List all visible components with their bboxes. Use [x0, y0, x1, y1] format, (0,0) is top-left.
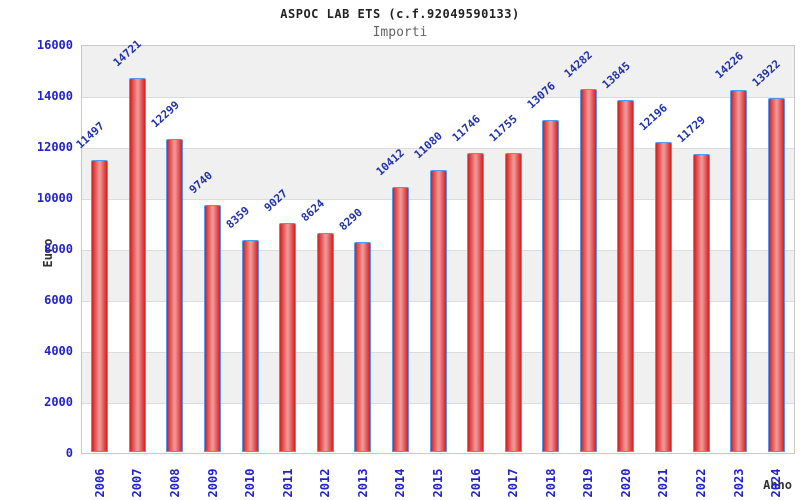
gridline — [82, 97, 794, 98]
y-tick-label: 16000 — [36, 38, 73, 52]
x-tick-label: 2018 — [543, 468, 558, 498]
x-axis-label: Anno — [763, 478, 792, 492]
x-tick-label: 2015 — [431, 468, 445, 498]
x-tick-label: 2006 — [92, 468, 107, 498]
x-tick-label: 2009 — [205, 468, 220, 498]
x-tick-label: 2017 — [506, 468, 521, 498]
bar — [767, 97, 785, 452]
y-tick-label: 4000 — [44, 344, 73, 358]
bar — [429, 170, 447, 452]
bar — [579, 88, 597, 452]
y-tick-label: 8000 — [44, 242, 73, 256]
plot-area — [81, 45, 795, 454]
bar — [354, 241, 372, 452]
bar — [316, 233, 334, 452]
x-tick-label: 2019 — [581, 468, 596, 498]
y-tick-label: 14000 — [36, 89, 73, 103]
bar — [654, 142, 672, 452]
x-tick-label: 2024 — [769, 468, 784, 498]
plot-band — [82, 46, 794, 97]
y-tick-label: 10000 — [36, 191, 73, 205]
bar — [692, 153, 710, 452]
bar — [617, 99, 635, 452]
y-tick-label: 6000 — [44, 293, 73, 307]
x-tick-label: 2014 — [393, 468, 408, 498]
bar — [542, 119, 560, 452]
chart-subtitle: Importi — [372, 25, 428, 40]
x-tick-label: 2012 — [318, 468, 333, 498]
x-tick-label: 2008 — [167, 468, 182, 498]
bar — [730, 90, 748, 452]
x-tick-label: 2021 — [656, 468, 671, 498]
x-tick-label: 2013 — [355, 468, 370, 498]
bar — [391, 187, 409, 452]
bar — [204, 204, 222, 452]
bar — [467, 153, 485, 452]
x-tick-label: 2022 — [694, 468, 709, 498]
y-tick-label: 0 — [65, 446, 73, 460]
x-tick-label: 2023 — [731, 468, 746, 498]
bar — [241, 239, 259, 452]
bar — [166, 139, 184, 452]
x-tick-label: 2016 — [468, 468, 483, 498]
bar — [128, 77, 146, 452]
x-tick-label: 2011 — [280, 468, 295, 498]
bar — [504, 153, 522, 452]
y-tick-label: 2000 — [44, 395, 73, 409]
x-tick-label: 2007 — [130, 468, 145, 498]
chart-title: ASPOC LAB ETS (c.f.92049590133) — [280, 7, 520, 21]
gridline — [82, 148, 794, 149]
bar — [91, 159, 109, 452]
x-tick-label: 2010 — [243, 468, 258, 498]
x-tick-label: 2020 — [618, 468, 633, 498]
bar — [279, 222, 297, 452]
y-tick-label: 12000 — [36, 140, 73, 154]
